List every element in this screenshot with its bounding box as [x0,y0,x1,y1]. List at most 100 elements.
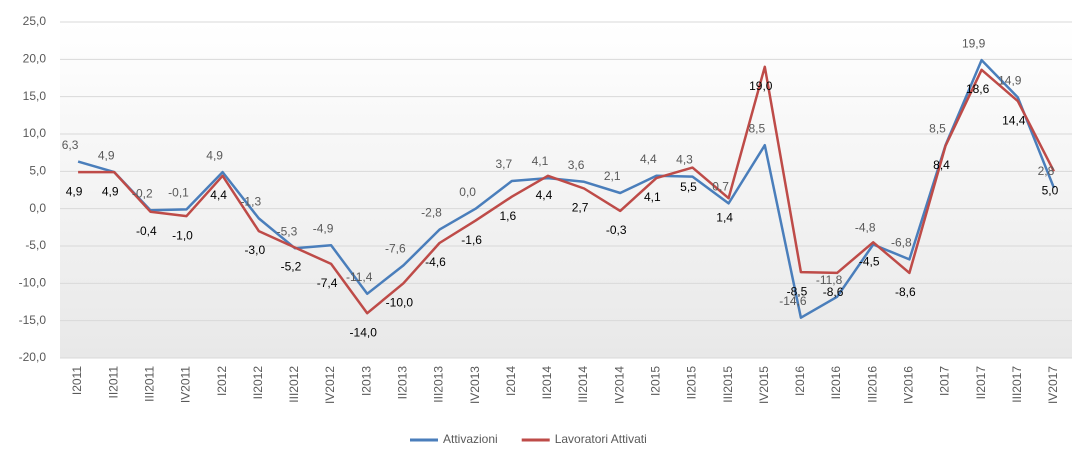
y-tick-label: -10,0 [19,276,47,290]
data-label: 1,6 [499,209,516,223]
data-label: -6,8 [891,236,912,250]
data-label: -1,6 [461,233,482,247]
data-label: 8,5 [748,121,765,135]
x-tick-label: IV2016 [902,366,916,404]
x-tick-label: III2013 [432,366,446,403]
series-line [78,65,1056,315]
x-tick-label: I2011 [70,366,84,395]
y-tick-label: 25,0 [23,14,47,28]
data-label: -7,6 [385,242,406,256]
data-label: 4,1 [644,190,661,204]
data-label: -4,5 [859,254,880,268]
data-label: 19,9 [962,36,986,50]
data-label: 4,9 [102,184,119,198]
data-label: -11,8 [816,273,843,287]
data-label: -4,9 [313,221,334,235]
data-label: 0,7 [712,180,729,194]
x-tick-label: I2014 [504,366,518,396]
data-label: 3,7 [495,157,512,171]
data-label: 4,3 [676,153,693,167]
legend-label: Lavoratori Attivati [555,432,647,446]
data-label: -1,3 [240,195,261,209]
data-label: 4,4 [210,188,227,202]
x-tick-label: II2016 [829,366,843,400]
data-label: -7,4 [317,276,338,290]
x-tick-label: III2011 [143,366,157,402]
data-label: -14,6 [779,294,807,308]
data-label: 1,4 [716,210,733,224]
x-tick-label: III2012 [287,366,301,403]
data-label: -14,0 [350,325,378,339]
y-tick-label: -20,0 [19,350,47,364]
x-tick-label: III2014 [576,366,590,403]
data-label: -0,1 [168,186,189,200]
data-label: 5,5 [680,180,697,194]
y-tick-label: 5,0 [29,164,46,178]
x-tick-label: I2013 [359,366,373,396]
data-label: 4,4 [640,152,657,166]
x-tick-label: IV2015 [757,366,771,404]
data-label: -3,0 [244,243,265,257]
data-label: -10,0 [386,296,414,310]
series-line [77,58,1056,319]
data-label: 2,8 [1038,164,1055,178]
data-label: 2,1 [604,169,621,183]
x-tick-label: II2012 [251,366,265,400]
data-label: 18,6 [966,82,990,96]
data-label: 5,0 [1042,184,1059,198]
data-label: -5,3 [277,224,298,238]
x-tick-label: I2016 [793,366,807,396]
data-label: 8,4 [933,158,950,172]
data-label: -8,6 [895,285,916,299]
x-tick-label: II2013 [396,366,410,400]
data-label: 14,4 [1002,113,1026,127]
data-label: 14,9 [998,74,1022,88]
x-tick-label: IV2014 [612,366,626,404]
y-tick-label: 15,0 [23,89,47,103]
data-label: -0,4 [136,224,157,238]
x-tick-label: IV2017 [1046,366,1060,404]
plot-area [60,22,1072,358]
data-label: -2,8 [421,206,442,220]
data-label: 3,6 [568,158,585,172]
x-tick-label: III2015 [721,366,735,403]
data-label: -8,5 [787,284,808,298]
x-tick-label: II2011 [106,366,120,399]
x-tick-label: III2016 [865,366,879,403]
x-tick-label: IV2012 [323,366,337,404]
x-tick-label: II2014 [540,366,554,400]
y-tick-label: -5,0 [25,238,46,252]
data-label: -8,6 [823,285,844,299]
x-tick-label: IV2013 [468,366,482,404]
x-tick-label: II2017 [974,366,988,400]
data-label: 8,5 [929,121,946,135]
data-label: -11,4 [346,270,373,284]
x-tick-label: I2015 [649,366,663,396]
data-label: 4,4 [536,188,553,202]
data-label: -4,8 [855,221,876,235]
x-tick-label: III2017 [1010,366,1024,403]
x-tick-label: IV2011 [179,366,193,403]
data-label: 0,0 [459,185,476,199]
x-tick-label: I2017 [938,366,952,396]
x-tick-label: II2015 [685,366,699,400]
data-label: 19,0 [749,79,773,93]
data-label: 4,9 [98,148,115,162]
data-label: 4,9 [66,184,83,198]
data-label: -0,2 [132,186,153,200]
data-label: 6,3 [62,138,79,152]
y-tick-label: -15,0 [19,313,47,327]
data-label: 4,1 [532,154,549,168]
y-tick-label: 0,0 [29,201,46,215]
data-label: -5,2 [281,260,302,274]
data-label: -4,6 [425,255,446,269]
y-tick-label: 10,0 [23,126,47,140]
data-label: 2,7 [572,201,589,215]
y-tick-label: 20,0 [23,52,47,66]
data-label: -0,3 [606,223,627,237]
data-label: -1,0 [172,228,193,242]
x-tick-label: I2012 [215,366,229,396]
legend-label: Attivazioni [443,432,498,446]
data-label: 4,9 [206,148,223,162]
